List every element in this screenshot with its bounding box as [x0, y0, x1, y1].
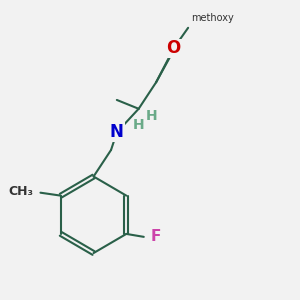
- Text: N: N: [110, 123, 124, 141]
- Text: O: O: [167, 39, 181, 57]
- Text: methoxy: methoxy: [191, 14, 234, 23]
- Text: F: F: [151, 230, 161, 244]
- Text: H: H: [133, 118, 145, 132]
- Text: H: H: [146, 109, 158, 123]
- Text: CH₃: CH₃: [8, 185, 33, 198]
